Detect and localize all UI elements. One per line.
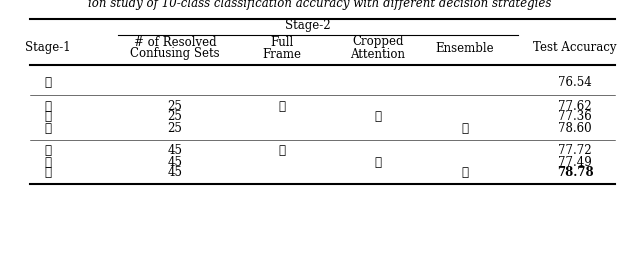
Text: 25: 25 xyxy=(168,111,182,123)
Text: Test Accuracy: Test Accuracy xyxy=(533,42,617,54)
Text: 77.49: 77.49 xyxy=(558,155,592,169)
Text: ✓: ✓ xyxy=(45,166,51,180)
Text: ✓: ✓ xyxy=(278,100,285,112)
Text: ✓: ✓ xyxy=(278,144,285,158)
Text: ✓: ✓ xyxy=(374,155,381,169)
Text: ✓: ✓ xyxy=(45,76,51,89)
Text: 45: 45 xyxy=(168,155,182,169)
Text: # of Resolved: # of Resolved xyxy=(134,35,216,48)
Text: ✓: ✓ xyxy=(45,111,51,123)
Text: 45: 45 xyxy=(168,166,182,180)
Text: 77.72: 77.72 xyxy=(558,144,592,158)
Text: 77.36: 77.36 xyxy=(558,111,592,123)
Text: ion study of 10-class classification accuracy with different decision strategies: ion study of 10-class classification acc… xyxy=(88,0,552,10)
Text: ✓: ✓ xyxy=(374,111,381,123)
Text: Confusing Sets: Confusing Sets xyxy=(130,48,220,60)
Text: Full: Full xyxy=(270,35,294,48)
Text: 76.54: 76.54 xyxy=(558,76,592,89)
Text: ✓: ✓ xyxy=(45,100,51,112)
Text: ✓: ✓ xyxy=(45,122,51,134)
Text: 45: 45 xyxy=(168,144,182,158)
Text: Attention: Attention xyxy=(351,48,406,60)
Text: Stage-1: Stage-1 xyxy=(25,42,71,54)
Text: 25: 25 xyxy=(168,122,182,134)
Text: 77.62: 77.62 xyxy=(558,100,592,112)
Text: ✓: ✓ xyxy=(45,144,51,158)
Text: Stage-2: Stage-2 xyxy=(285,20,331,32)
Text: Cropped: Cropped xyxy=(352,35,404,48)
Text: 78.78: 78.78 xyxy=(557,166,593,180)
Text: 25: 25 xyxy=(168,100,182,112)
Text: ✓: ✓ xyxy=(45,155,51,169)
Text: Ensemble: Ensemble xyxy=(436,42,494,54)
Text: 78.60: 78.60 xyxy=(558,122,592,134)
Text: ✓: ✓ xyxy=(461,122,468,134)
Text: ✓: ✓ xyxy=(461,166,468,180)
Text: Frame: Frame xyxy=(262,48,301,60)
